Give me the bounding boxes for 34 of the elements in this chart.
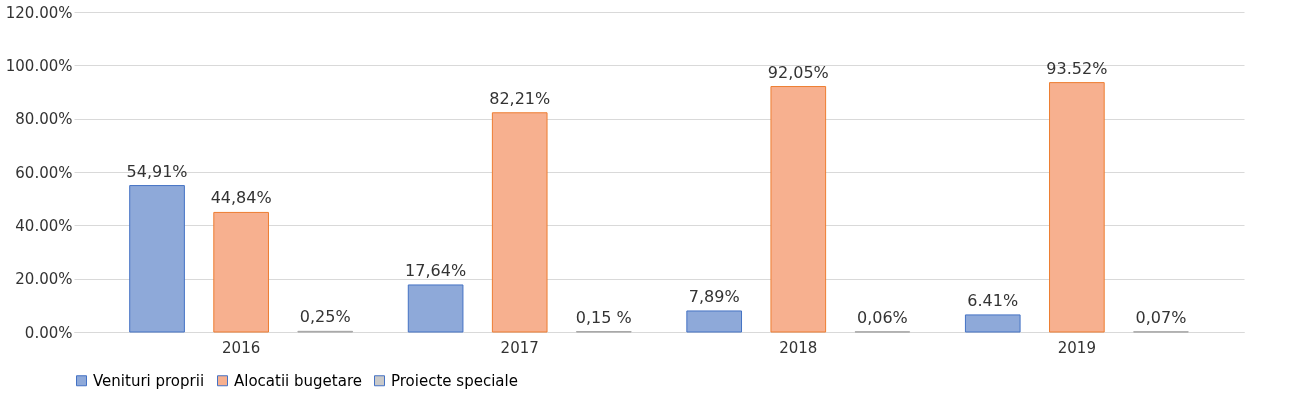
legend-label: Proiecte speciale (391, 371, 518, 390)
bar (770, 86, 827, 333)
data-label: 44,84% (210, 188, 272, 208)
data-label: 7,89% (688, 286, 740, 306)
bar (129, 185, 185, 333)
y-tick-label: 0.00% (24, 323, 73, 342)
bar (213, 211, 269, 333)
legend-label: Alocatii bugetare (234, 371, 362, 390)
data-label: 6.41% (967, 290, 1019, 310)
x-tick-label: 2018 (779, 338, 818, 357)
data-label: 54,91% (126, 161, 188, 181)
data-label: 17,64% (405, 260, 467, 280)
data-label: 0,07% (1135, 307, 1187, 327)
data-label: 93.52% (1046, 58, 1108, 78)
y-tick-label: 80.00% (15, 110, 73, 129)
x-tick-label: 2019 (1057, 338, 1096, 357)
data-label: 82,21% (489, 88, 551, 108)
bar (491, 112, 548, 333)
y-tick-label: 120.00% (5, 3, 73, 22)
data-label: 92,05% (767, 62, 829, 82)
bar (1049, 82, 1105, 333)
data-label: 0,15 % (575, 307, 632, 327)
data-label: 0,06% (856, 307, 908, 327)
y-tick-label: 60.00% (15, 163, 73, 182)
y-tick-label: 20.00% (15, 270, 73, 289)
x-tick-label: 2017 (500, 338, 539, 357)
bar (964, 314, 1021, 333)
data-label: 0,25% (299, 307, 351, 327)
bar (407, 284, 464, 333)
legend-label: Venituri proprii (93, 371, 205, 390)
bar (686, 310, 743, 333)
y-tick-label: 100.00% (5, 56, 73, 75)
x-tick-label: 2016 (222, 338, 261, 357)
y-tick-label: 40.00% (15, 216, 73, 235)
